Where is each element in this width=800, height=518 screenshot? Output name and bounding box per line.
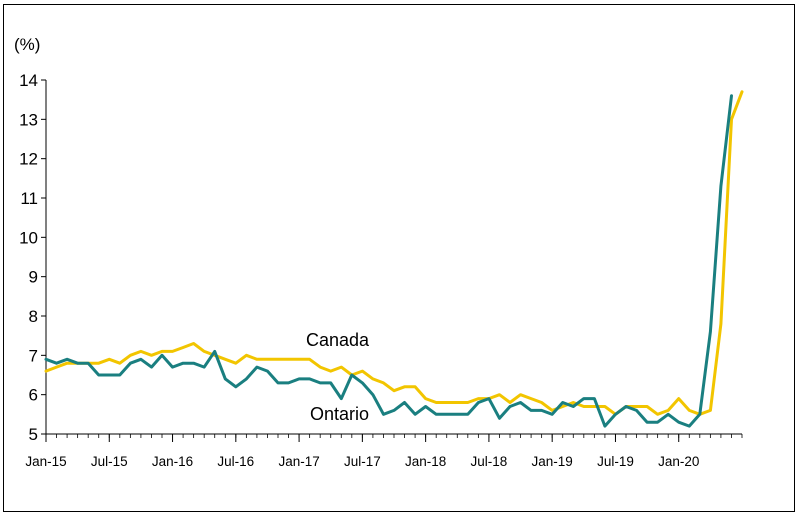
chart-frame	[3, 4, 795, 512]
y-tick-label: 6	[29, 386, 38, 405]
x-tick-label: Jan-20	[658, 454, 699, 469]
y-tick-label: 7	[29, 346, 38, 365]
series-label-ontario: Ontario	[310, 404, 369, 424]
series-lines	[44, 90, 744, 428]
y-tick-label: 11	[20, 189, 38, 208]
x-tick-label: Jan-16	[152, 454, 193, 469]
y-tick-label: 12	[19, 150, 38, 169]
x-tick-label: Jan-17	[278, 454, 319, 469]
series-label-canada: Canada	[306, 330, 370, 350]
x-axis: Jan-15 Jul-15 Jan-16 Jul-16 Jan-17 Jul-17 Jan-…	[25, 433, 743, 469]
y-tick-label: 10	[19, 228, 38, 247]
x-tick-label: Jul-18	[471, 454, 508, 469]
x-tick-label: Jan-15	[25, 454, 66, 469]
x-tick-label: Jan-19	[532, 454, 573, 469]
y-tick-label: 8	[29, 307, 38, 326]
y-axis-unit-label: (%)	[14, 35, 40, 54]
x-tick-label: Jul-16	[217, 454, 254, 469]
y-axis: 5 6 7 8 9 10 11 12 13 14	[19, 71, 47, 444]
series-line-ontario	[44, 94, 733, 428]
x-tick-label: Jul-15	[91, 454, 128, 469]
y-tick-label: 5	[29, 425, 38, 444]
y-tick-label: 14	[19, 71, 38, 90]
x-tick-label: Jul-19	[597, 454, 634, 469]
x-tick-label: Jan-18	[405, 454, 446, 469]
y-tick-label: 13	[19, 110, 38, 129]
y-tick-label: 9	[29, 268, 38, 287]
x-tick-label: Jul-17	[344, 454, 381, 469]
